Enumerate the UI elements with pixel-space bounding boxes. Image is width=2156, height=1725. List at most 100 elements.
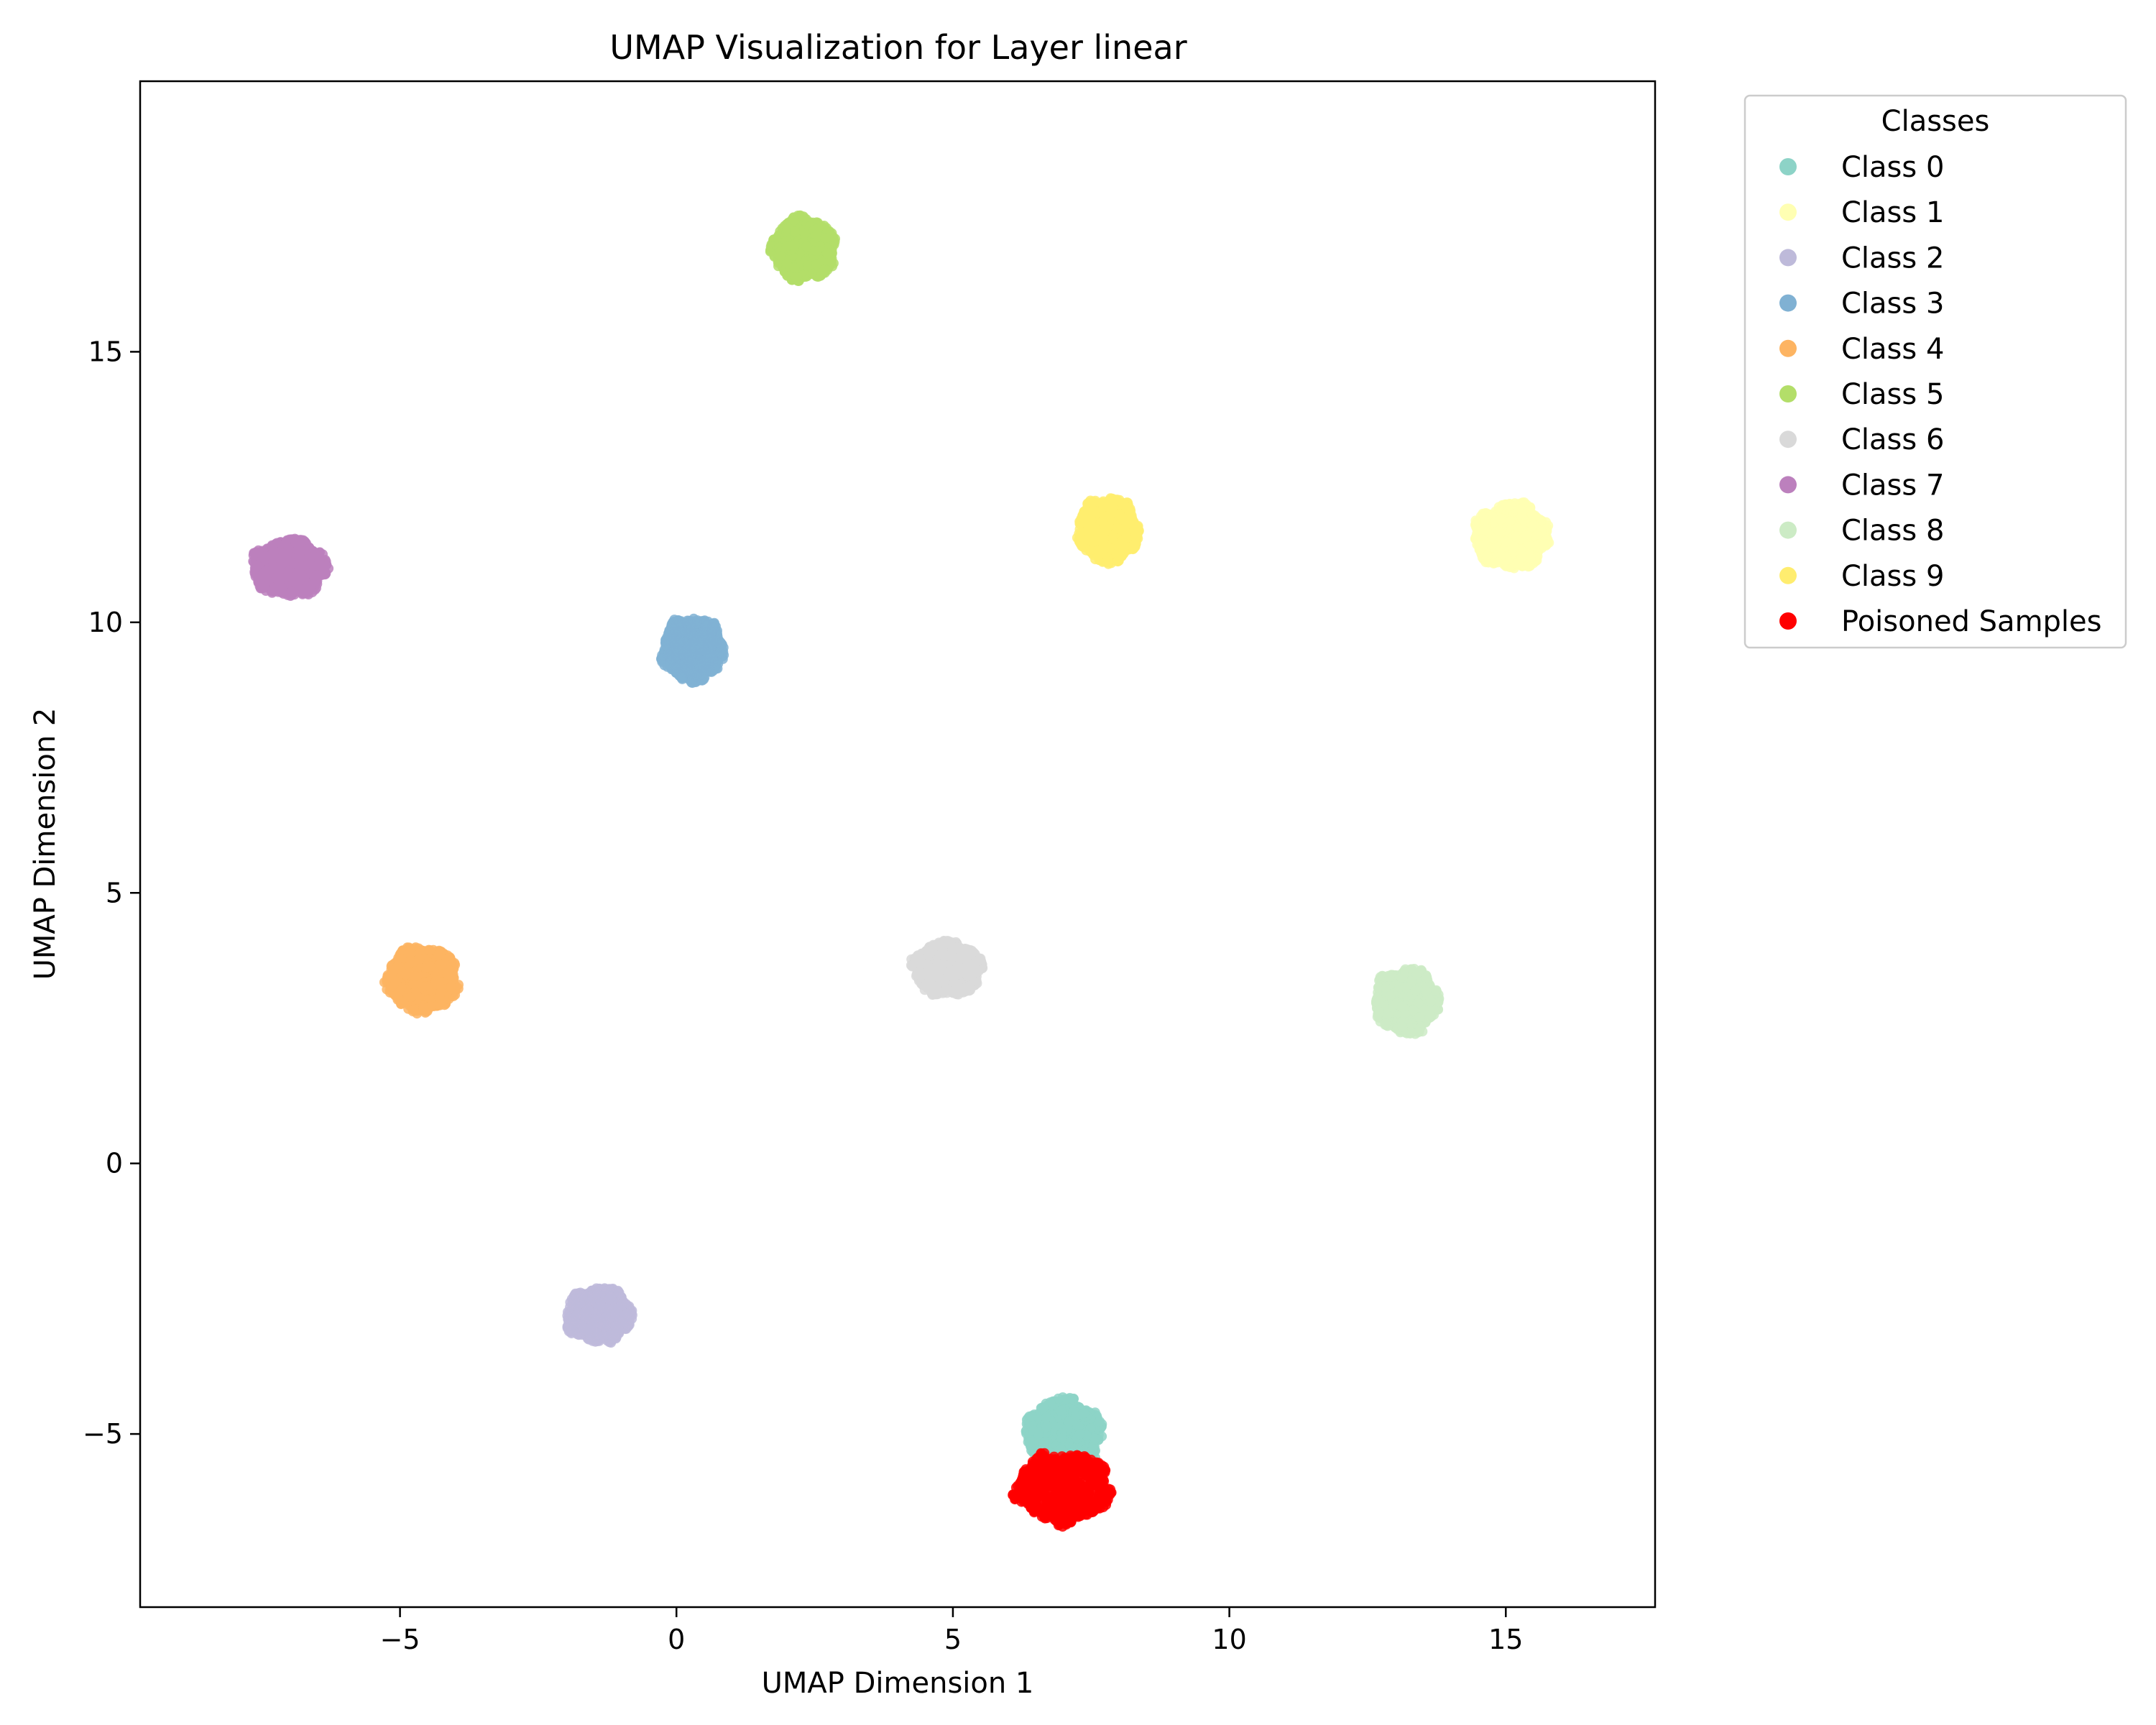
data-point xyxy=(798,211,808,222)
data-point xyxy=(1506,500,1516,511)
data-point xyxy=(604,1294,614,1305)
data-point xyxy=(783,241,793,252)
data-point xyxy=(400,969,411,980)
data-point xyxy=(621,1299,632,1310)
data-point xyxy=(425,945,436,956)
data-point xyxy=(1542,539,1552,550)
data-point xyxy=(1505,516,1516,527)
data-point xyxy=(788,215,799,226)
data-point xyxy=(933,969,944,980)
data-point xyxy=(613,1302,624,1313)
data-point xyxy=(660,640,671,650)
data-point xyxy=(1493,525,1504,536)
data-point xyxy=(674,635,685,645)
data-point xyxy=(822,248,833,259)
data-point xyxy=(915,957,926,967)
data-point xyxy=(1516,553,1527,564)
data-point xyxy=(1482,551,1493,561)
data-point xyxy=(406,992,416,1003)
data-point xyxy=(596,1300,607,1311)
data-point xyxy=(611,1325,622,1335)
data-point xyxy=(577,1290,588,1301)
data-point xyxy=(1515,503,1526,514)
data-point xyxy=(691,670,702,681)
data-point xyxy=(388,965,399,976)
data-point xyxy=(425,961,436,972)
data-point xyxy=(811,259,822,270)
data-point xyxy=(405,948,415,959)
plot-background xyxy=(140,81,1655,1607)
data-point xyxy=(923,970,934,980)
data-point xyxy=(604,1284,614,1295)
data-point xyxy=(1479,539,1490,550)
data-point xyxy=(665,653,676,664)
data-point xyxy=(711,635,721,646)
data-point xyxy=(701,620,711,631)
data-point xyxy=(811,246,822,256)
data-point xyxy=(579,1322,589,1333)
data-point xyxy=(1056,1433,1067,1444)
data-point xyxy=(673,621,684,632)
data-point xyxy=(1089,1433,1100,1444)
scatter-points xyxy=(248,210,1554,1532)
data-point xyxy=(1470,515,1481,526)
data-point xyxy=(696,638,706,649)
data-point xyxy=(1508,542,1519,553)
data-point xyxy=(1497,500,1508,510)
data-point xyxy=(801,242,812,252)
plot-area xyxy=(139,80,1657,1609)
data-point xyxy=(1024,1438,1035,1448)
data-point xyxy=(1056,1405,1067,1416)
data-point xyxy=(592,1289,603,1300)
data-point xyxy=(446,981,456,992)
data-point xyxy=(1068,1394,1079,1404)
data-point xyxy=(1041,1422,1052,1432)
data-point xyxy=(1064,1417,1074,1427)
data-point xyxy=(677,672,688,683)
data-point xyxy=(1531,530,1542,540)
data-point xyxy=(408,1005,419,1016)
data-point xyxy=(686,618,696,629)
data-point xyxy=(1525,553,1536,564)
data-point xyxy=(1095,1416,1105,1427)
data-point xyxy=(1026,1411,1037,1422)
data-point xyxy=(1495,515,1506,525)
data-point xyxy=(682,643,693,654)
data-point xyxy=(1529,512,1539,523)
data-point xyxy=(440,959,450,969)
data-point xyxy=(791,271,801,282)
data-point xyxy=(941,983,952,994)
data-point xyxy=(947,952,958,962)
series-class-1 xyxy=(1470,497,1554,574)
data-point xyxy=(673,646,683,657)
data-point xyxy=(1079,1408,1089,1419)
data-point xyxy=(962,981,973,992)
data-point xyxy=(614,1287,625,1298)
data-point xyxy=(1521,530,1531,541)
data-point xyxy=(1038,1402,1049,1412)
data-point xyxy=(1529,520,1539,530)
data-point xyxy=(414,954,425,965)
data-point xyxy=(950,967,961,978)
data-point xyxy=(950,985,960,996)
series-class-2 xyxy=(562,1283,637,1348)
data-point xyxy=(568,1315,578,1326)
data-point xyxy=(820,233,831,244)
chart-title: UMAP Visualization for Layer linear xyxy=(609,28,1187,67)
data-point xyxy=(1074,1421,1084,1432)
data-point xyxy=(564,1324,575,1335)
data-point xyxy=(622,1308,632,1319)
data-point xyxy=(1501,536,1511,547)
data-point xyxy=(1053,1393,1064,1404)
data-point xyxy=(410,971,420,981)
data-point xyxy=(775,251,786,262)
data-point xyxy=(1071,1410,1082,1421)
data-point xyxy=(1074,1429,1085,1440)
data-point xyxy=(671,662,681,673)
data-point xyxy=(936,943,947,954)
data-point xyxy=(1480,515,1491,525)
data-point xyxy=(700,654,711,665)
data-point xyxy=(968,967,979,978)
data-point xyxy=(946,939,957,949)
series-class-3 xyxy=(656,613,729,689)
